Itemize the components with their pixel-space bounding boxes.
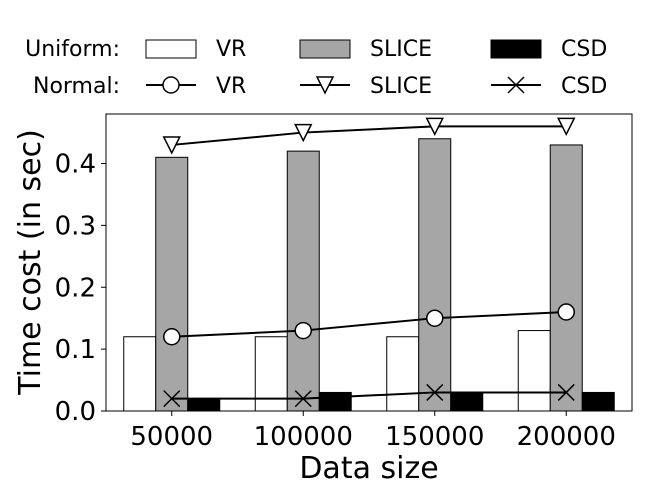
x-tick-label: 50000 — [130, 422, 213, 452]
legend-uniform-slice-swatch — [299, 39, 351, 59]
x-tick-label: 200000 — [517, 422, 616, 452]
bar-vr-200000 — [517, 330, 551, 412]
y-tick-label: 0.0 — [55, 397, 96, 427]
bar-vr-50000 — [123, 336, 157, 412]
line-vr — [171, 311, 567, 338]
legend-normal-vr-text: VR — [216, 74, 246, 99]
marker-vr-150000 — [426, 309, 444, 327]
y-tick-label: 0.1 — [55, 335, 96, 365]
legend-uniform-vr-text: VR — [216, 37, 246, 62]
bar-vr-100000 — [254, 336, 288, 412]
legend-uniform-label: Uniform: — [25, 37, 120, 62]
legend-uniform-csd-text: CSD — [561, 37, 607, 62]
marker-csd-50000 — [163, 390, 181, 408]
marker-vr-200000 — [557, 303, 575, 321]
marker-csd-150000 — [426, 383, 444, 401]
marker-slice-50000 — [162, 136, 181, 155]
legend-normal-vr-marker — [162, 76, 180, 94]
line-csd — [171, 391, 567, 400]
marker-csd-100000 — [294, 390, 312, 408]
x-axis-label: Data size — [299, 451, 438, 486]
marker-vr-50000 — [163, 328, 181, 346]
bar-csd-150000 — [450, 391, 484, 412]
marker-csd-200000 — [557, 383, 575, 401]
x-tick-label: 100000 — [254, 422, 353, 452]
bar-csd-50000 — [187, 398, 221, 412]
axes-frame — [105, 113, 633, 412]
x-tick-label: 150000 — [385, 422, 484, 452]
plot-area: 0.0 0.1 0.2 0.3 0.4 50000 100000 150000 200000 — [55, 113, 633, 452]
legend-normal-slice-marker — [315, 76, 335, 95]
legend-uniform-csd-swatch — [490, 39, 542, 59]
legend-normal-label: Normal: — [33, 74, 120, 99]
bar-slice-200000 — [549, 144, 583, 412]
marker-vr-100000 — [294, 321, 312, 340]
legend-normal-slice-text: SLICE — [370, 74, 432, 99]
marker-slice-100000 — [294, 123, 313, 143]
bar-slice-50000 — [155, 156, 189, 412]
legend-normal-csd-marker — [507, 76, 525, 94]
legend-uniform-slice-text: SLICE — [370, 37, 432, 62]
bar-csd-100000 — [318, 391, 352, 412]
bar-slice-150000 — [418, 138, 452, 412]
bar-vr-150000 — [386, 336, 420, 412]
legend-uniform-vr-swatch — [145, 39, 197, 59]
legend: Uniform: Normal: VR SLICE CSD VR SLICE C… — [25, 37, 607, 99]
y-tick-label: 0.2 — [55, 273, 96, 303]
y-tick-label: 0.4 — [55, 150, 96, 180]
line-slice — [171, 125, 567, 146]
y-tick-label: 0.3 — [55, 211, 96, 241]
bar-csd-200000 — [581, 391, 615, 412]
bar-slice-100000 — [286, 150, 320, 412]
legend-normal-csd-text: CSD — [561, 74, 607, 99]
marker-slice-150000 — [425, 117, 444, 137]
y-axis-label: Time cost (in sec) — [13, 129, 48, 396]
marker-slice-200000 — [557, 117, 576, 137]
